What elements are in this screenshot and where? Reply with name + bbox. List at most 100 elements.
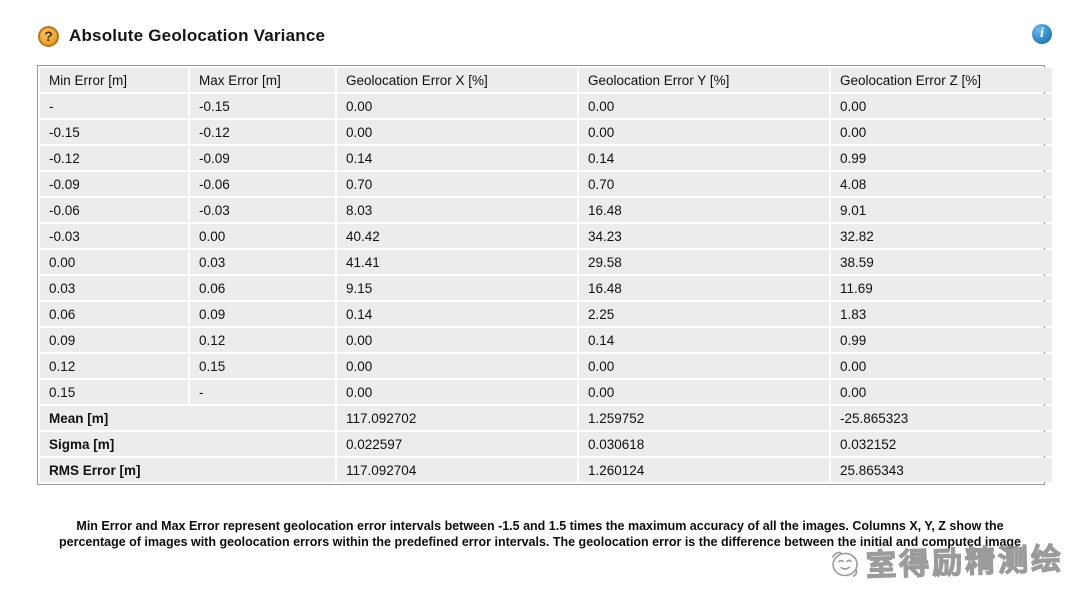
table-cell: 0.03 — [40, 276, 188, 300]
table-cell: -0.15 — [190, 94, 335, 118]
table-cell: -0.03 — [190, 198, 335, 222]
table-cell: 0.00 — [831, 354, 1052, 378]
table-cell: 8.03 — [337, 198, 577, 222]
table-cell: 1.83 — [831, 302, 1052, 326]
table-row: -0.15 -0.12 0.00 0.00 0.00 — [40, 120, 1052, 144]
table-cell: 117.092704 — [337, 458, 577, 482]
table-cell: 16.48 — [579, 198, 829, 222]
table-cell: 0.00 — [579, 354, 829, 378]
table-cell: 0.00 — [40, 250, 188, 274]
table-cell: 0.99 — [831, 146, 1052, 170]
table-cell: 11.69 — [831, 276, 1052, 300]
table-cell: 0.09 — [40, 328, 188, 352]
table-row: 0.03 0.06 9.15 16.48 11.69 — [40, 276, 1052, 300]
table-cell: 0.14 — [337, 146, 577, 170]
table-cell: -0.09 — [190, 146, 335, 170]
geolocation-variance-table: Min Error [m] Max Error [m] Geolocation … — [37, 65, 1052, 485]
summary-row-sigma: Sigma [m] 0.022597 0.030618 0.032152 — [40, 432, 1052, 456]
table-cell: 0.00 — [831, 94, 1052, 118]
table-cell: 0.14 — [337, 302, 577, 326]
table-cell: 0.70 — [337, 172, 577, 196]
table-cell: 41.41 — [337, 250, 577, 274]
table-cell: 0.14 — [579, 328, 829, 352]
table-footnote: Min Error and Max Error represent geoloc… — [0, 518, 1080, 550]
col-header-max-error: Max Error [m] — [190, 68, 335, 92]
table-row: 0.06 0.09 0.14 2.25 1.83 — [40, 302, 1052, 326]
table-cell: -0.15 — [40, 120, 188, 144]
footnote-line-2: percentage of images with geolocation er… — [59, 535, 1021, 549]
table-cell: 0.12 — [190, 328, 335, 352]
table-cell: 0.70 — [579, 172, 829, 196]
table-cell: 0.00 — [190, 224, 335, 248]
table-cell: 9.01 — [831, 198, 1052, 222]
table-cell: 0.15 — [190, 354, 335, 378]
table-row: 0.00 0.03 41.41 29.58 38.59 — [40, 250, 1052, 274]
table-cell: 0.00 — [337, 120, 577, 144]
col-header-min-error: Min Error [m] — [40, 68, 188, 92]
table-cell: 34.23 — [579, 224, 829, 248]
table-cell: 0.15 — [40, 380, 188, 404]
table-row: -0.03 0.00 40.42 34.23 32.82 — [40, 224, 1052, 248]
table-cell: -0.06 — [40, 198, 188, 222]
table-cell: 0.032152 — [831, 432, 1052, 456]
col-header-error-y: Geolocation Error Y [%] — [579, 68, 829, 92]
table-cell: -0.12 — [40, 146, 188, 170]
footnote-line-1: Min Error and Max Error represent geoloc… — [76, 519, 1004, 533]
summary-label: Mean [m] — [40, 406, 335, 430]
table-cell: 0.06 — [190, 276, 335, 300]
table-cell: 1.260124 — [579, 458, 829, 482]
table-row: -0.12 -0.09 0.14 0.14 0.99 — [40, 146, 1052, 170]
table-cell: - — [40, 94, 188, 118]
summary-row-rms: RMS Error [m] 117.092704 1.260124 25.865… — [40, 458, 1052, 482]
table-cell: 0.14 — [579, 146, 829, 170]
summary-label: RMS Error [m] — [40, 458, 335, 482]
col-header-error-x: Geolocation Error X [%] — [337, 68, 577, 92]
table-cell: 0.022597 — [337, 432, 577, 456]
table-cell: 9.15 — [337, 276, 577, 300]
table-cell: 1.259752 — [579, 406, 829, 430]
table-cell: 0.00 — [337, 354, 577, 378]
watermark-face-icon — [832, 551, 858, 578]
table-cell: 2.25 — [579, 302, 829, 326]
table-row: -0.09 -0.06 0.70 0.70 4.08 — [40, 172, 1052, 196]
table-cell: 0.06 — [40, 302, 188, 326]
summary-label: Sigma [m] — [40, 432, 335, 456]
table-cell: 0.03 — [190, 250, 335, 274]
summary-row-mean: Mean [m] 117.092702 1.259752 -25.865323 — [40, 406, 1052, 430]
table-cell: -0.06 — [190, 172, 335, 196]
table-cell: 0.09 — [190, 302, 335, 326]
table-cell: -0.12 — [190, 120, 335, 144]
table-row: 0.15-0.00 0.00 0.00 — [40, 380, 1052, 404]
table-cell: 0.00 — [579, 94, 829, 118]
table-cell: 0.00 — [579, 380, 829, 404]
table-cell: 0.00 — [337, 94, 577, 118]
table-row: - -0.15 0.00 0.00 0.00 — [40, 94, 1052, 118]
table-cell: 38.59 — [831, 250, 1052, 274]
table-cell: 0.12 — [40, 354, 188, 378]
page-title: Absolute Geolocation Variance — [69, 26, 326, 45]
table-cell: 0.030618 — [579, 432, 829, 456]
table-cell: 32.82 — [831, 224, 1052, 248]
table-cell: - — [190, 380, 335, 404]
table-cell: -0.09 — [40, 172, 188, 196]
table-cell: 0.00 — [337, 328, 577, 352]
table-cell: 25.865343 — [831, 458, 1052, 482]
table-row: 0.09 0.12 0.00 0.14 0.99 — [40, 328, 1052, 352]
table-cell: 0.00 — [831, 380, 1052, 404]
table-header-row: Min Error [m] Max Error [m] Geolocation … — [40, 68, 1052, 92]
table-cell: 117.092702 — [337, 406, 577, 430]
table-cell: -25.865323 — [831, 406, 1052, 430]
table-cell: 40.42 — [337, 224, 577, 248]
help-icon[interactable]: ? — [38, 25, 59, 47]
section-header: ? Absolute Geolocation Variance i — [0, 0, 1080, 50]
table-cell: 29.58 — [579, 250, 829, 274]
info-icon[interactable]: i — [1032, 24, 1052, 44]
table-cell: 0.00 — [579, 120, 829, 144]
table-cell: 16.48 — [579, 276, 829, 300]
table-cell: 4.08 — [831, 172, 1052, 196]
table-row: 0.12 0.15 0.00 0.00 0.00 — [40, 354, 1052, 378]
table-cell: 0.00 — [337, 380, 577, 404]
table-cell: -0.03 — [40, 224, 188, 248]
table-cell: 0.99 — [831, 328, 1052, 352]
